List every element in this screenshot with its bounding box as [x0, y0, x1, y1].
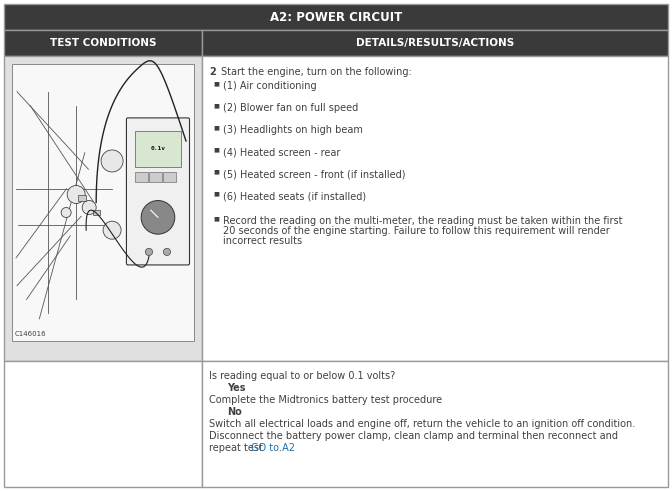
- Circle shape: [145, 248, 153, 255]
- Text: Record the reading on the multi-meter, the reading must be taken within the firs: Record the reading on the multi-meter, t…: [223, 216, 622, 226]
- Bar: [4, 361, 202, 487]
- Circle shape: [82, 200, 96, 215]
- Text: incorrect results: incorrect results: [223, 236, 302, 246]
- Circle shape: [61, 208, 71, 218]
- Text: (4) Heated screen - rear: (4) Heated screen - rear: [223, 147, 341, 157]
- Text: Is reading equal to or below 0.1 volts?: Is reading equal to or below 0.1 volts?: [209, 371, 395, 381]
- Text: A2: POWER CIRCUIT: A2: POWER CIRCUIT: [270, 10, 402, 24]
- Text: GO to A2: GO to A2: [251, 443, 295, 453]
- Bar: [4, 30, 202, 56]
- Text: ■: ■: [213, 81, 219, 86]
- Text: Start the engine, turn on the following:: Start the engine, turn on the following:: [221, 67, 412, 77]
- Text: 0.1v: 0.1v: [151, 146, 165, 151]
- FancyBboxPatch shape: [126, 118, 190, 265]
- Text: repeat test: repeat test: [209, 443, 266, 453]
- Text: C146016: C146016: [15, 331, 46, 337]
- Circle shape: [67, 186, 85, 203]
- Text: (5) Heated screen - front (if installed): (5) Heated screen - front (if installed): [223, 169, 405, 179]
- Bar: [12, 64, 194, 341]
- Text: ■: ■: [213, 191, 219, 196]
- Text: .: .: [279, 443, 282, 453]
- Bar: [4, 4, 668, 30]
- Circle shape: [141, 200, 175, 234]
- Text: Yes: Yes: [227, 383, 245, 393]
- Text: ■: ■: [213, 103, 219, 108]
- Text: ■: ■: [213, 216, 219, 221]
- Text: DETAILS/RESULTS/ACTIONS: DETAILS/RESULTS/ACTIONS: [356, 38, 514, 48]
- Text: ■: ■: [213, 169, 219, 174]
- Text: ■: ■: [213, 125, 219, 130]
- Bar: [163, 172, 176, 182]
- Text: 20 seconds of the engine starting. Failure to follow this requirement will rende: 20 seconds of the engine starting. Failu…: [223, 226, 610, 236]
- Text: TEST CONDITIONS: TEST CONDITIONS: [50, 38, 157, 48]
- Text: Switch all electrical loads and engine off, return the vehicle to an ignition of: Switch all electrical loads and engine o…: [209, 419, 635, 429]
- Bar: [93, 210, 100, 215]
- Bar: [135, 172, 148, 182]
- Text: 2: 2: [209, 67, 216, 77]
- Bar: [202, 361, 668, 487]
- Text: (2) Blower fan on full speed: (2) Blower fan on full speed: [223, 103, 358, 113]
- Bar: [4, 56, 202, 361]
- Bar: [78, 194, 86, 200]
- Text: ■: ■: [213, 147, 219, 152]
- Text: (1) Air conditioning: (1) Air conditioning: [223, 81, 317, 91]
- Text: (6) Heated seats (if installed): (6) Heated seats (if installed): [223, 191, 366, 201]
- Circle shape: [101, 150, 123, 172]
- Text: No: No: [227, 407, 242, 417]
- Circle shape: [163, 248, 171, 255]
- Text: Disconnect the battery power clamp, clean clamp and terminal then reconnect and: Disconnect the battery power clamp, clea…: [209, 431, 618, 441]
- Text: Complete the Midtronics battery test procedure: Complete the Midtronics battery test pro…: [209, 395, 442, 405]
- Bar: [135, 131, 181, 167]
- Bar: [202, 30, 668, 56]
- Bar: [202, 56, 668, 361]
- Text: (3) Headlights on high beam: (3) Headlights on high beam: [223, 125, 363, 135]
- Bar: [149, 172, 162, 182]
- Circle shape: [103, 221, 121, 239]
